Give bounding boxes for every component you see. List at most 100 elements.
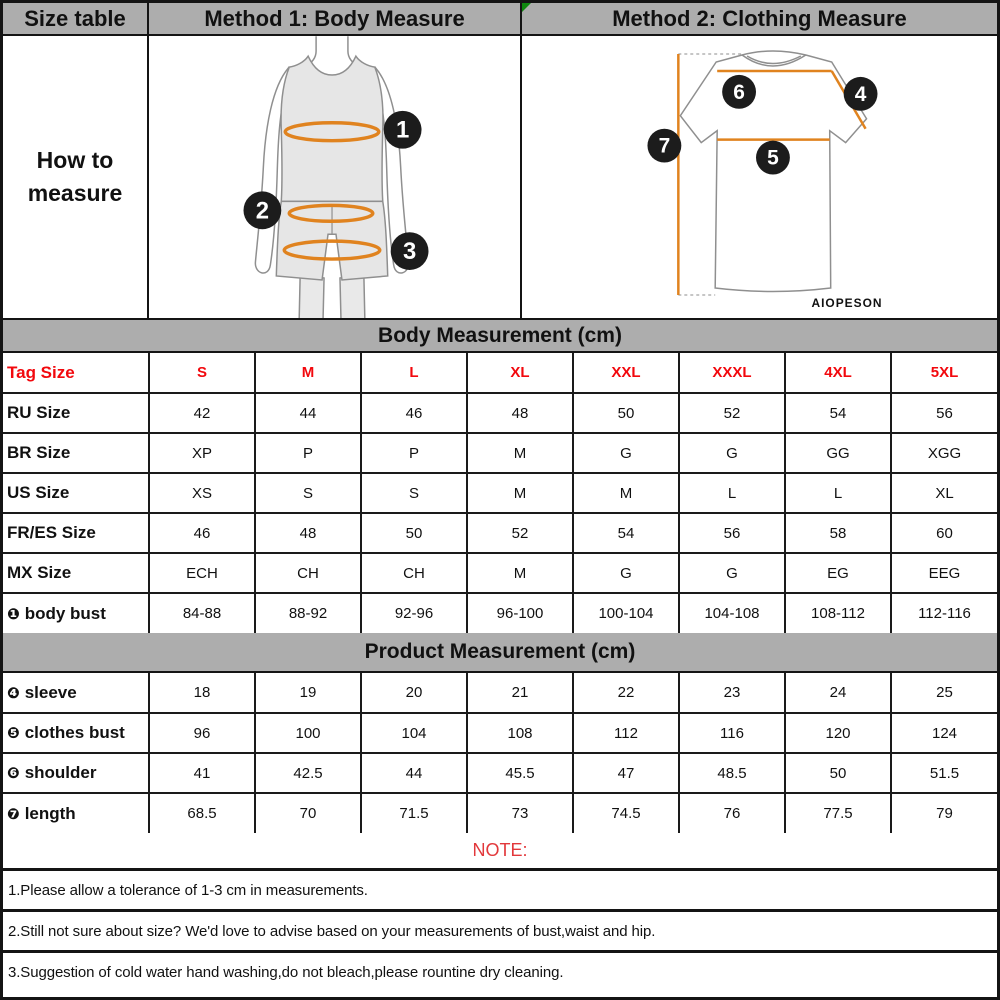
row-label-text: Tag Size <box>7 362 75 382</box>
value-cell: S <box>360 472 468 514</box>
value-cell: G <box>572 552 680 594</box>
value-cell: CH <box>254 552 362 594</box>
value-cell: 84-88 <box>148 592 256 634</box>
value-cell: L <box>784 472 892 514</box>
value-cell: G <box>572 432 680 474</box>
product-measurement-table: ❹ sleeve 18 19 20 21 22 23 24 25 ❺ clothes bust 96 10… <box>3 672 997 834</box>
body-marker-badges: 1 2 3 <box>243 110 429 270</box>
value-cell: 71.5 <box>360 792 468 834</box>
table-row: ❹ sleeve 18 19 20 21 22 23 24 25 <box>3 672 997 714</box>
row-label: ❻ shoulder <box>3 752 150 794</box>
value-cell: 25 <box>890 672 997 714</box>
value-cell: 42.5 <box>254 752 362 794</box>
row-label: ❺ clothes bust <box>3 712 150 754</box>
value-cell: XXL <box>572 352 680 394</box>
value-cell: 48 <box>466 392 574 434</box>
method1-title: Method 1: Body Measure <box>204 5 465 31</box>
table-row: BR Size XP P P M G G GG XGG <box>3 432 997 474</box>
value-cell: 77.5 <box>784 792 892 834</box>
value-cell: 108-112 <box>784 592 892 634</box>
marker-5-bust: 5 <box>767 147 779 170</box>
note-item-1: 1.Please allow a tolerance of 1-3 cm in … <box>3 868 997 909</box>
marker-3-hip: 3 <box>403 238 416 265</box>
value-cell: 56 <box>890 392 997 434</box>
value-cell: 108 <box>466 712 574 754</box>
note-title: NOTE: <box>3 833 997 868</box>
value-cell: 60 <box>890 512 997 554</box>
table-row: RU Size 42 44 46 48 50 52 54 56 <box>3 392 997 434</box>
value-cell: EG <box>784 552 892 594</box>
table-row: ❺ clothes bust 96 100 104 108 112 116 120 124 <box>3 712 997 754</box>
value-cell: ECH <box>148 552 256 594</box>
how-to-measure-label: How to measure <box>27 146 123 206</box>
value-cell: XL <box>890 472 997 514</box>
clothing-measure-illustration: 6 4 7 5 AIOPESON <box>522 36 997 320</box>
value-cell: 52 <box>678 392 786 434</box>
value-cell: 4XL <box>784 352 892 394</box>
row-label: MX Size <box>3 552 150 594</box>
value-cell: XXXL <box>678 352 786 394</box>
table-row: ❶ body bust 84-88 88-92 92-96 96-100 100-104 10… <box>3 592 997 634</box>
value-cell: 79 <box>890 792 997 834</box>
value-cell: 88-92 <box>254 592 362 634</box>
row-label-text: length <box>24 803 76 823</box>
value-cell: 96 <box>148 712 256 754</box>
green-corner-flag-icon <box>522 3 531 12</box>
value-cell: L <box>360 352 468 394</box>
table-row: Tag Size S M L XL XXL XXXL 4XL 5XL <box>3 352 997 394</box>
value-cell: 56 <box>678 512 786 554</box>
value-cell: 18 <box>148 672 256 714</box>
value-cell: 46 <box>148 512 256 554</box>
row-label-text: MX Size <box>7 563 72 582</box>
marker-1-bust: 1 <box>396 117 409 144</box>
value-cell: 68.5 <box>148 792 256 834</box>
note-item-3-text: 3.Suggestion of cold water hand washing,… <box>8 963 564 981</box>
table-row: MX Size ECH CH CH M G G EG EEG <box>3 552 997 594</box>
circled-number-icon: ❼ <box>7 804 20 823</box>
value-cell: 44 <box>254 392 362 434</box>
note-item-2: 2.Still not sure about size? We'd love t… <box>3 909 997 950</box>
body-measurement-title: Body Measurement (cm) <box>3 320 997 353</box>
value-cell: 23 <box>678 672 786 714</box>
value-cell: 112-116 <box>890 592 997 634</box>
value-cell: CH <box>360 552 468 594</box>
value-cell: 21 <box>466 672 574 714</box>
value-cell: 74.5 <box>572 792 680 834</box>
tshirt-drawing: 6 4 7 5 AIOPESON <box>647 50 881 310</box>
value-cell: 24 <box>784 672 892 714</box>
row-label: ❼ length <box>3 792 150 834</box>
value-cell: EEG <box>890 552 997 594</box>
value-cell: 120 <box>784 712 892 754</box>
row-label-text: US Size <box>7 483 70 502</box>
size-table-header: Size table <box>3 3 149 36</box>
circled-number-icon: ❹ <box>7 683 20 702</box>
row-label: FR/ES Size <box>3 512 150 554</box>
value-cell: 54 <box>784 392 892 434</box>
note-item-1-text: 1.Please allow a tolerance of 1-3 cm in … <box>8 881 368 899</box>
table-row: US Size XS S S M M L L XL <box>3 472 997 514</box>
value-cell: 48 <box>254 512 362 554</box>
method2-header: Method 2: Clothing Measure <box>522 3 997 36</box>
row-label-text: shoulder <box>24 763 97 782</box>
value-cell: 22 <box>572 672 680 714</box>
row-label: US Size <box>3 472 150 514</box>
row-label: Tag Size <box>3 352 150 394</box>
table-row: FR/ES Size 46 48 50 52 54 56 58 60 <box>3 512 997 554</box>
value-cell: 50 <box>572 392 680 434</box>
product-measurement-title: Product Measurement (cm) <box>3 633 997 673</box>
row-label: RU Size <box>3 392 150 434</box>
marker-2-waist: 2 <box>256 197 269 224</box>
product-measurement-title-text: Product Measurement (cm) <box>364 640 636 663</box>
value-cell: 70 <box>254 792 362 834</box>
value-cell: 116 <box>678 712 786 754</box>
value-cell: 104 <box>360 712 468 754</box>
value-cell: GG <box>784 432 892 474</box>
row-label-text: body bust <box>24 603 106 623</box>
value-cell: 104-108 <box>678 592 786 634</box>
value-cell: P <box>254 432 362 474</box>
value-cell: 46 <box>360 392 468 434</box>
measure-methods-section: Size table Method 1: Body Measure Method… <box>3 3 997 320</box>
row-label-text: RU Size <box>7 403 71 422</box>
note-item-2-text: 2.Still not sure about size? We'd love t… <box>8 922 656 940</box>
value-cell: 92-96 <box>360 592 468 634</box>
